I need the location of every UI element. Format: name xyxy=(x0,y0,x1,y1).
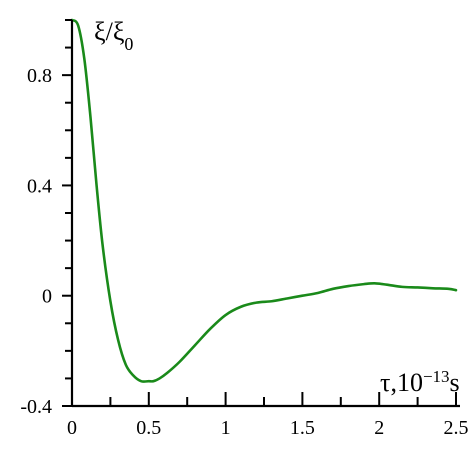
x-tick-label: 0.5 xyxy=(136,417,161,439)
plot-area xyxy=(70,18,458,383)
x-tick-label: 1.5 xyxy=(290,417,315,439)
y-tick-label: 0.8 xyxy=(27,65,52,87)
y-tick-label: 0.4 xyxy=(27,175,52,197)
x-axis-title: τ,10−13s xyxy=(380,367,460,398)
x-tick-label: 2.5 xyxy=(444,417,469,439)
y-tick-label: 0 xyxy=(42,286,52,308)
x-tick-label: 1 xyxy=(221,417,231,439)
y-axis-title: ξ/ξ0 xyxy=(94,17,133,54)
series-line xyxy=(70,18,458,383)
y-tick-label: -0.4 xyxy=(20,396,52,418)
x-tick-label: 0 xyxy=(67,417,77,439)
ticks: 0 0.5 1 1.5 2 2.5 -0.4 0 0.4 0.8 xyxy=(20,19,469,439)
x-tick-label: 2 xyxy=(374,417,384,439)
